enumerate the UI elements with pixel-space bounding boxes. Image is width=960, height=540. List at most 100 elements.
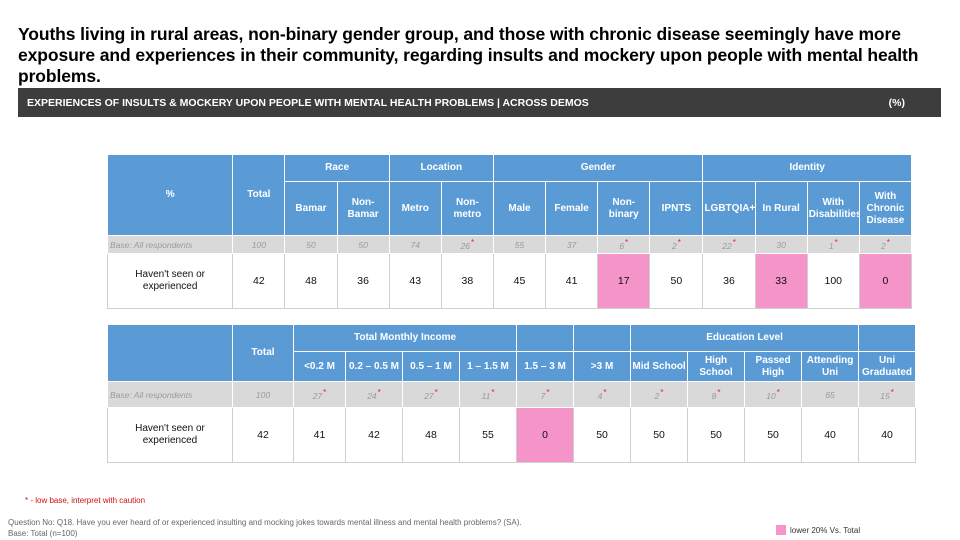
base-cell: 7* (516, 381, 575, 408)
base-note: Base: Total (n=100) (8, 529, 78, 538)
base-cell: 4* (573, 381, 632, 408)
base-cell: 27* (402, 381, 460, 408)
group-header: Race (284, 154, 390, 182)
col-header: Uni Graduated (858, 351, 917, 382)
group-header: Location (388, 154, 494, 182)
value-cell: 38 (440, 253, 494, 309)
base-cell: 11* (458, 381, 518, 408)
row-label: Haven't seen or experienced (106, 253, 234, 309)
col-header: >3 M (573, 351, 632, 382)
base-value: 50 (358, 239, 368, 250)
base-value: 74 (410, 239, 420, 250)
value-cell: 45 (492, 253, 547, 309)
col-header: Total (232, 154, 286, 236)
low-base-marker: * (732, 238, 736, 248)
base-value: 27 (424, 390, 434, 401)
col-header: Passed High (744, 351, 803, 382)
value-cell: 17 (597, 253, 651, 309)
value-cell: 50 (649, 253, 704, 309)
col-header: With Chronic Disease (858, 181, 913, 236)
row-label: Haven't seen or experienced (107, 407, 233, 463)
base-cell: 6* (597, 235, 651, 254)
base-value: 65 (825, 389, 835, 400)
question-text: Question No: Q18. Have you ever heard of… (8, 518, 522, 527)
value-cell: 0 (516, 407, 575, 463)
base-cell: 100 (232, 235, 286, 254)
base-cell: 10* (744, 381, 803, 408)
group-header: Total Monthly Income (292, 324, 518, 352)
low-base-marker: * (776, 388, 780, 398)
col-header: Total (232, 324, 294, 382)
base-row: Base: All respondents 100 50 50 74 26* 55 37 6*… (106, 235, 913, 254)
col-header: In Rural (754, 181, 808, 236)
headline: Youths living in rural areas, non-binary… (18, 24, 919, 86)
base-value: 11 (481, 390, 491, 401)
base-value: 30 (776, 239, 786, 250)
col-header: Male (492, 181, 547, 236)
base-value: 1 (828, 240, 834, 251)
col-header: Mid School (630, 351, 689, 382)
base-cell: 65 (801, 381, 860, 408)
legend-swatch (776, 525, 786, 535)
col-header: Non-Bamar (336, 181, 390, 236)
section-title: EXPERIENCES OF INSULTS & MOCKERY UPON PE… (27, 97, 589, 109)
low-base-marker: * (677, 238, 681, 248)
col-header: Bamar (284, 181, 338, 236)
value-cell: 36 (336, 253, 390, 309)
col-header: High School (687, 351, 746, 382)
question-note: Question No: Q18. Have you ever heard of… (8, 517, 522, 539)
base-value: 50 (306, 239, 316, 250)
low-base-marker: * (886, 238, 890, 248)
value-cell: 50 (687, 407, 746, 463)
base-cell: 24* (345, 381, 403, 408)
value-cell: 43 (388, 253, 442, 309)
base-value: 2 (880, 240, 886, 251)
base-cell: 2* (630, 381, 689, 408)
low-base-marker: * (323, 388, 327, 398)
low-base-marker: * (890, 388, 894, 398)
group-header: Gender (492, 154, 704, 182)
legend: lower 20% Vs. Total (776, 525, 860, 535)
legend-label: lower 20% Vs. Total (790, 525, 861, 535)
low-base-marker: * (660, 388, 664, 398)
group-header: Identity (702, 154, 912, 182)
base-cell: 15* (858, 381, 917, 408)
base-value: 37 (566, 239, 577, 250)
col-header: Non-binary (597, 181, 651, 236)
low-base-marker: * (377, 388, 381, 398)
value-cell: 40 (801, 407, 860, 463)
demographics-table-1: % Total Race Location Gender Identity Ba… (106, 154, 913, 309)
group-header (858, 324, 917, 352)
base-cell: 55 (492, 235, 547, 254)
value-cell: 41 (545, 253, 599, 309)
base-cell: 37 (545, 235, 599, 254)
corner-label (107, 324, 233, 382)
base-cell: 50 (284, 235, 338, 254)
value-cell: 36 (702, 253, 756, 309)
group-header (516, 324, 575, 352)
value-cell: 100 (806, 253, 860, 309)
value-cell: 50 (630, 407, 689, 463)
col-header: Non-metro (440, 181, 494, 236)
col-header: Attending Uni (801, 351, 860, 382)
col-header: LGBTQIA+ (702, 181, 756, 236)
col-header: 0.2 – 0.5 M (345, 351, 403, 382)
low-base-marker: * (434, 388, 438, 398)
value-cell: 40 (858, 407, 917, 463)
low-base-marker: * (546, 388, 550, 398)
base-value: 4 (597, 390, 603, 401)
value-cell: 42 (345, 407, 403, 463)
base-value: 27 (312, 390, 323, 401)
group-header (573, 324, 632, 352)
base-cell: 30 (754, 235, 808, 254)
base-cell: 27* (293, 381, 346, 408)
base-cell: 1* (806, 235, 860, 254)
base-cell: 22* (702, 235, 756, 254)
base-value: 10 (766, 390, 776, 401)
corner-label: % (106, 154, 234, 236)
base-label: Base: All respondents (107, 381, 233, 408)
base-cell: 50 (336, 235, 390, 254)
value-cell: 42 (232, 253, 286, 309)
base-row: Base: All respondents 100 27* 24* 27* 11* 7* 4… (107, 381, 917, 408)
data-row: Haven't seen or experienced 42 41 42 48 55 0 5… (107, 407, 917, 463)
